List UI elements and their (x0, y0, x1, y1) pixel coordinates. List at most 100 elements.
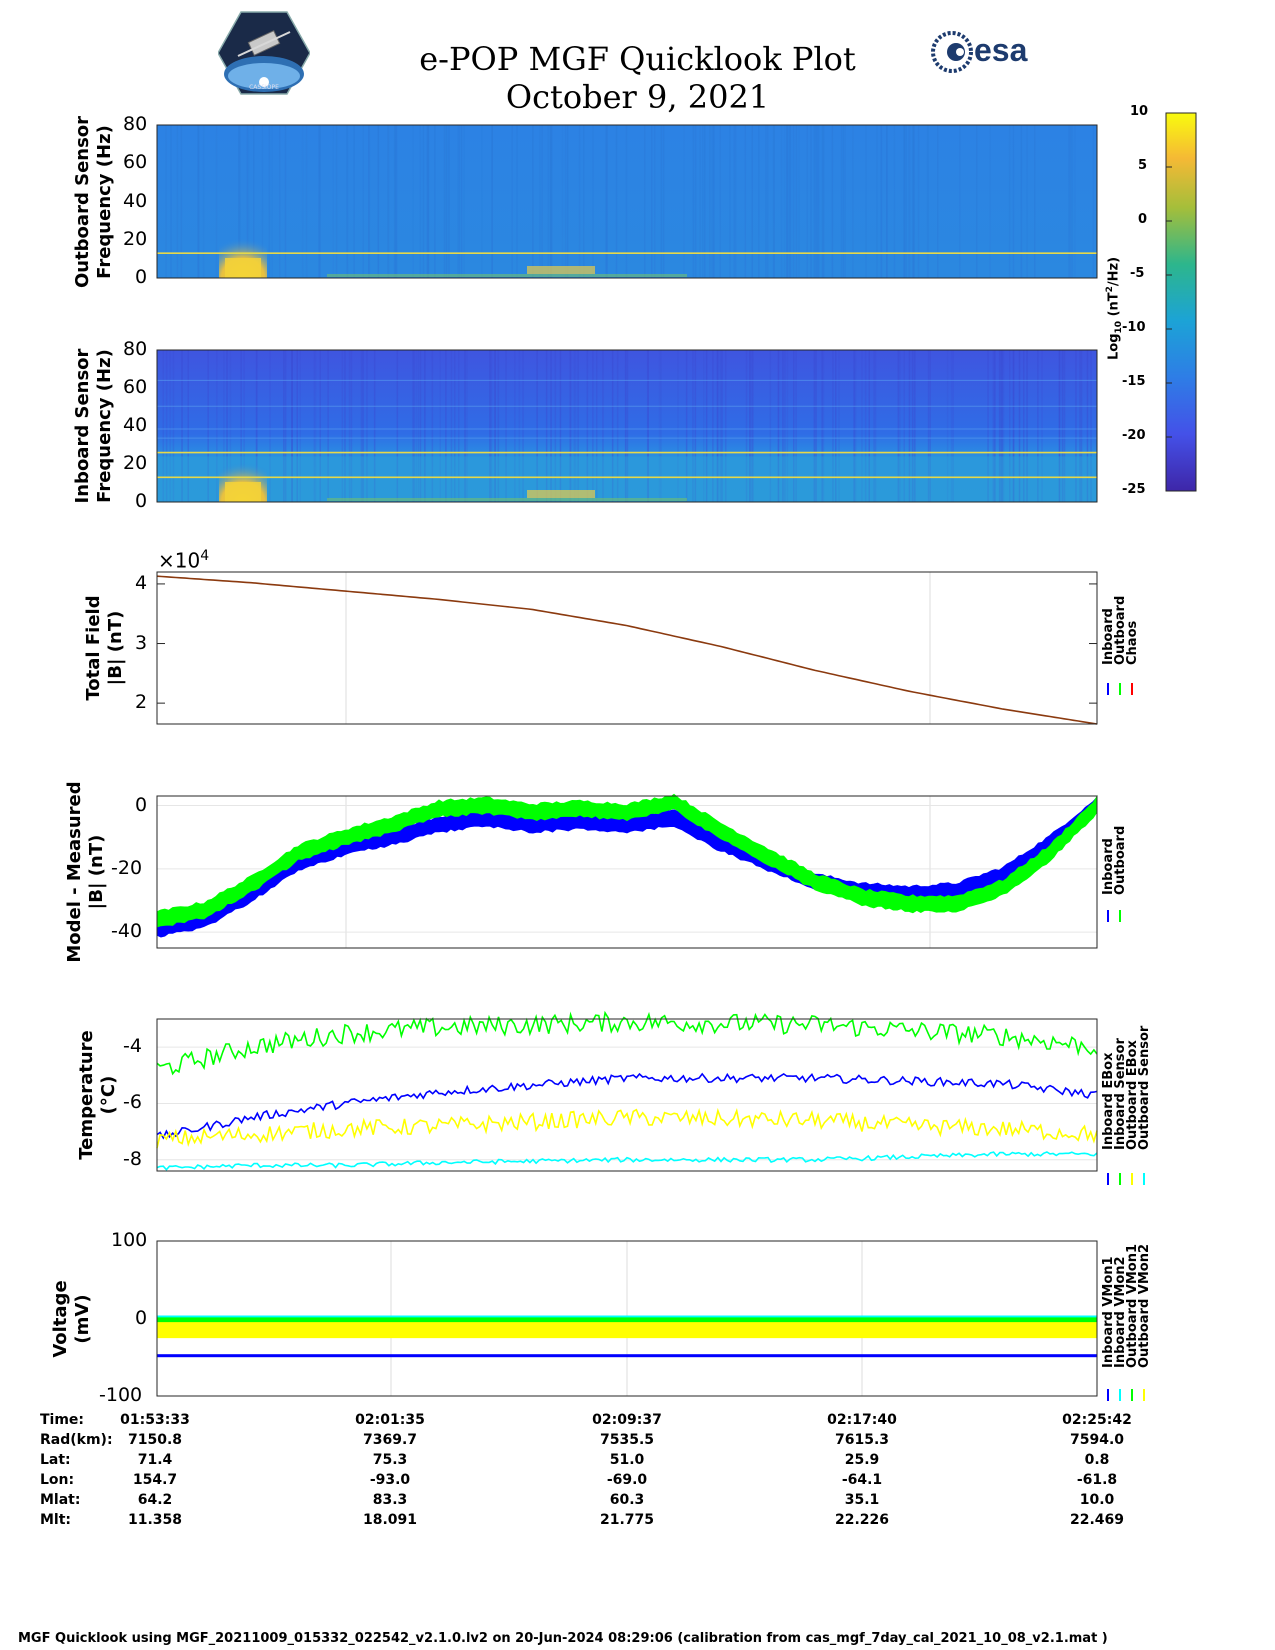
inboard-spectrogram-texture (1041, 350, 1043, 502)
outboard-spectrogram-texture (539, 125, 541, 278)
inboard-spectrogram-texture (717, 350, 719, 502)
outboard-spectrogram-texture (913, 125, 915, 278)
outboard-spectrogram-texture (551, 125, 553, 278)
inboard-spectrogram-texture (243, 350, 245, 502)
outboard-spectrogram-texture (625, 125, 628, 278)
info-cell: 7615.3 (834, 1432, 890, 1448)
outboard-spectrogram-texture (886, 125, 888, 278)
outboard-spectrogram-texture (1068, 125, 1070, 278)
inboard-spectrogram-texture (611, 350, 614, 502)
inboard-spectrogram-texture (458, 350, 460, 502)
outboard-spectrogram-texture (719, 125, 721, 278)
inboard-spectrogram-texture (439, 350, 441, 502)
inboard-spectrogram-texture (169, 350, 171, 502)
outboard-spectrogram-texture (786, 125, 788, 278)
outboard-spectrogram-texture (268, 125, 271, 278)
colorbar-tick-label: -25 (1122, 482, 1146, 497)
inboard-spectrogram-texture (319, 350, 321, 502)
inboard-spectrogram-texture (223, 350, 225, 502)
outboard-spectrogram-texture (783, 125, 786, 278)
inboard-spectrogram-texture (256, 350, 258, 502)
outboard-spectrogram-texture (427, 125, 430, 278)
outboard-spectrogram-texture (765, 125, 767, 278)
outboard-spectrogram-texture (387, 125, 389, 278)
info-cell: 22.469 (1069, 1512, 1125, 1528)
inboard-spectrogram-activity (527, 490, 595, 498)
inboard-spectrogram-texture (716, 350, 719, 502)
outboard-spectrogram-texture (840, 125, 843, 278)
outboard-spectrogram-texture (792, 125, 795, 278)
inboard-spectrogram-texture (505, 350, 507, 502)
outboard-spectrogram-texture (926, 125, 929, 278)
outboard-spectrogram-texture (880, 125, 883, 278)
inboard-spectrogram-texture (1013, 350, 1015, 502)
inboard-spectrogram-texture (897, 350, 900, 502)
y-axis-label-line: |B| (nT) (86, 834, 107, 910)
y-tick-label: 100 (111, 1229, 148, 1251)
inboard-spectrogram-texture (269, 350, 271, 502)
outboard-spectrogram-texture (831, 125, 834, 278)
info-row-label: Time: (40, 1412, 85, 1428)
inboard-spectrogram-texture (719, 350, 721, 502)
outboard-spectrogram-texture (786, 125, 789, 278)
y-tick-label: 80 (123, 113, 148, 135)
outboard-spectrogram-texture (279, 125, 281, 278)
outboard-spectrogram-texture (893, 125, 896, 278)
inboard-spectrogram-texture (327, 350, 329, 502)
info-cell: -69.0 (606, 1472, 648, 1488)
inboard-spectrogram-texture (162, 350, 164, 502)
info-cell: 75.3 (372, 1452, 408, 1468)
inboard-spectrogram-texture (874, 350, 877, 502)
outboard-spectrogram-texture (1071, 125, 1074, 278)
y-tick-label: 60 (123, 376, 148, 398)
inboard-spectrogram-texture (554, 350, 557, 502)
inboard-spectrogram-texture (745, 350, 748, 502)
info-cell: 25.9 (844, 1452, 880, 1468)
inboard-spectrogram-texture (1026, 350, 1028, 502)
inboard-spectrogram-texture (522, 350, 524, 502)
outboard-spectrogram-texture (735, 125, 737, 278)
y-tick-label: -4 (123, 1035, 142, 1058)
inboard-spectrogram-texture (712, 350, 714, 502)
inboard-spectrogram-texture (216, 350, 218, 502)
inboard-spectrogram-texture (419, 350, 422, 502)
outboard-spectrogram-texture (694, 125, 697, 278)
inboard-spectrogram-texture (855, 350, 857, 502)
outboard-spectrogram-texture (541, 125, 543, 278)
outboard-spectrogram-texture (532, 125, 534, 278)
y-tick-label: 0 (135, 793, 148, 816)
outboard-spectrogram-texture (592, 125, 594, 278)
inboard-spectrogram-texture (207, 350, 209, 502)
outboard-spectrogram-texture (583, 125, 585, 278)
y-tick-label: -20 (111, 856, 143, 879)
outboard-spectrogram-burst-core (225, 258, 261, 278)
inboard-spectrogram-texture (466, 350, 468, 502)
outboard-spectrogram-texture (789, 125, 792, 278)
inboard-spectrogram-texture (1058, 350, 1060, 502)
outboard-spectrogram-texture (822, 125, 825, 278)
outboard-spectrogram-texture (907, 125, 910, 278)
esa-logo: esa (930, 30, 1040, 74)
outboard-spectrogram-texture (751, 125, 753, 278)
inboard-spectrogram-texture (725, 350, 727, 502)
inboard-spectrogram-texture (822, 350, 825, 502)
info-cell: -61.8 (1076, 1472, 1118, 1488)
inboard-spectrogram-texture (284, 350, 287, 502)
inboard-spectrogram-texture (987, 350, 989, 502)
outboard-spectrogram-texture (852, 125, 854, 278)
inboard-spectrogram-texture (536, 350, 538, 502)
y-tick-label: 0 (135, 490, 148, 512)
inboard-spectrogram-texture (853, 350, 855, 502)
info-cell: 35.1 (844, 1492, 880, 1508)
info-cell: 02:25:42 (1062, 1412, 1132, 1428)
inboard-spectrogram-texture (296, 350, 298, 502)
outboard-spectrogram-texture (427, 125, 429, 278)
inboard-spectrogram-texture (914, 350, 916, 502)
inboard-spectrogram-texture (782, 350, 784, 502)
info-cell: 154.7 (132, 1472, 178, 1488)
outboard-spectrogram-texture (744, 125, 747, 278)
outboard-spectrogram-texture (654, 125, 656, 278)
outboard-spectrogram-texture (238, 125, 240, 278)
outboard-spectrogram-texture (362, 125, 364, 278)
inboard-spectrogram-texture (226, 350, 228, 502)
